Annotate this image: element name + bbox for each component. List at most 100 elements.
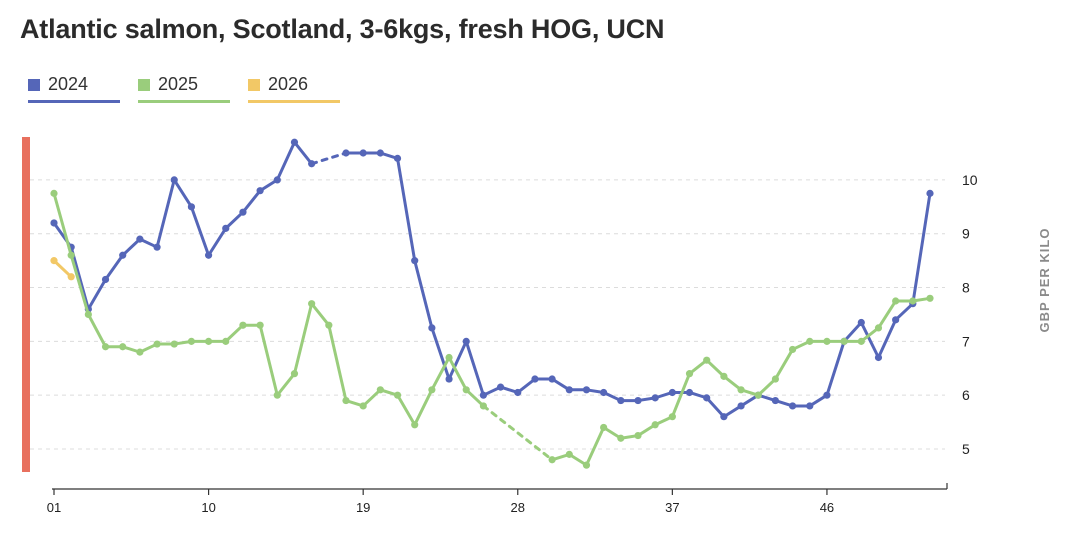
- data-point-2024-w24: [445, 375, 453, 383]
- x-tick-label-10: 10: [201, 500, 215, 515]
- series-segment-2024: [876, 318, 898, 360]
- x-tick-label-28: 28: [511, 500, 525, 515]
- data-point-2024-w13: [256, 187, 264, 195]
- data-point-2024-w16: [308, 160, 316, 168]
- series-segment-2025: [292, 302, 314, 376]
- legend-item-2024[interactable]: 2024: [28, 74, 120, 103]
- data-point-2025-w2: [67, 251, 75, 259]
- series-segment-2025: [705, 358, 726, 378]
- legend-item-2026[interactable]: 2026: [248, 74, 340, 103]
- series-segment-2024: [121, 237, 142, 257]
- data-point-2026-w2: [67, 273, 75, 281]
- data-point-2024-w18: [342, 149, 350, 157]
- data-point-2025-w5: [119, 343, 127, 351]
- series-segment-2024: [86, 277, 108, 311]
- series-segment-2024: [842, 321, 863, 343]
- series-segment-2024: [705, 396, 726, 419]
- data-point-2024-w40: [720, 413, 728, 421]
- data-point-2024-w41: [737, 402, 745, 410]
- series-segment-2025: [310, 302, 331, 327]
- data-point-2024-w31: [565, 386, 573, 394]
- series-segment-2025: [430, 356, 451, 392]
- data-point-2025-w39: [703, 356, 711, 364]
- series-segment-2025: [413, 388, 434, 427]
- data-point-2024-w26: [479, 391, 488, 399]
- y-axis-label: GBP PER KILO: [1037, 228, 1052, 333]
- data-point-2024-w9: [187, 203, 196, 211]
- legend-label-2026: 2026: [268, 74, 309, 94]
- data-point-2025-w12: [239, 321, 247, 329]
- data-point-2024-w45: [806, 402, 814, 410]
- series-segment-2025: [224, 323, 245, 343]
- data-point-2024-w20: [376, 149, 384, 157]
- series-segment-2025: [396, 393, 417, 427]
- series-segment-2026: [52, 259, 73, 279]
- data-point-2024-w33: [600, 388, 608, 397]
- x-tick-label-19: 19: [356, 500, 370, 515]
- data-point-2025-w43: [771, 375, 780, 383]
- series-segment-2024: [825, 339, 846, 397]
- data-point-2024-w34: [617, 396, 625, 405]
- y-tick-label-8: 8: [962, 280, 970, 296]
- data-point-2024-w46: [823, 391, 831, 399]
- series-segment-2025: [876, 299, 898, 330]
- data-point-2025-w21: [393, 391, 402, 399]
- y-tick-label-5: 5: [962, 441, 970, 457]
- data-point-2025-w44: [788, 345, 797, 354]
- series-segment-2024: [241, 189, 262, 214]
- data-point-2024-w37: [668, 388, 676, 397]
- data-point-2024-w1: [50, 219, 58, 227]
- legend-item-2025[interactable]: 2025: [138, 74, 230, 103]
- data-point-2025-w23: [428, 386, 436, 394]
- series-segment-2025: [722, 374, 743, 392]
- data-point-2025-w31: [565, 450, 573, 458]
- data-point-2025-w37: [668, 413, 676, 421]
- data-point-2024-w39: [703, 394, 711, 402]
- data-point-2025-w17: [325, 321, 333, 329]
- series-2024: [50, 138, 934, 421]
- data-point-2024-w22: [411, 257, 419, 265]
- data-point-2025-w22: [411, 421, 419, 429]
- series-segment-2025: [447, 356, 468, 392]
- series-segment-2024: [275, 140, 296, 182]
- series-segment-2025: [773, 347, 795, 381]
- series-segment-2024: [447, 339, 468, 381]
- data-point-2024-w49: [874, 353, 883, 362]
- series-segment-2025: [464, 388, 485, 408]
- series-dashed-segment-2025: [481, 404, 554, 462]
- legend-swatch-2025: [138, 78, 150, 91]
- data-point-2025-w32: [582, 461, 591, 469]
- series-segment-2025: [670, 372, 692, 419]
- series-segment-2025: [52, 191, 73, 257]
- series-segment-2024: [430, 326, 451, 381]
- legend-label-2025: 2025: [158, 74, 199, 94]
- data-point-2025-w4: [101, 343, 110, 351]
- data-point-2024-w43: [771, 396, 780, 405]
- data-point-2025-w15: [290, 370, 299, 378]
- data-point-2024-w48: [857, 318, 865, 327]
- data-point-2025-w25: [462, 386, 470, 394]
- series-segment-2024: [172, 178, 193, 209]
- series-2025: [50, 189, 934, 469]
- series-2026: [50, 257, 75, 281]
- data-point-2024-w35: [634, 396, 642, 405]
- legend-swatch-2024: [28, 78, 40, 91]
- data-point-2024-w15: [290, 138, 299, 146]
- y-tick-label-9: 9: [962, 226, 970, 242]
- series-segment-2024: [155, 178, 176, 249]
- data-point-2025-w40: [720, 372, 728, 380]
- series-segment-2025: [86, 312, 108, 349]
- data-point-2025-w26: [479, 402, 488, 410]
- data-point-2024-w12: [239, 208, 247, 216]
- x-tick-label-37: 37: [665, 500, 679, 515]
- data-point-2025-w10: [204, 337, 213, 345]
- data-point-2024-w6: [136, 235, 144, 243]
- data-point-2024-w5: [119, 251, 127, 259]
- data-point-2025-w3: [84, 310, 92, 319]
- series-segment-2025: [275, 372, 296, 397]
- data-point-2024-w29: [531, 375, 539, 383]
- y-tick-label-7: 7: [962, 333, 970, 349]
- data-point-2025-w24: [445, 353, 453, 362]
- series-segment-2024: [292, 140, 314, 166]
- legend-label-2024: 2024: [48, 74, 89, 94]
